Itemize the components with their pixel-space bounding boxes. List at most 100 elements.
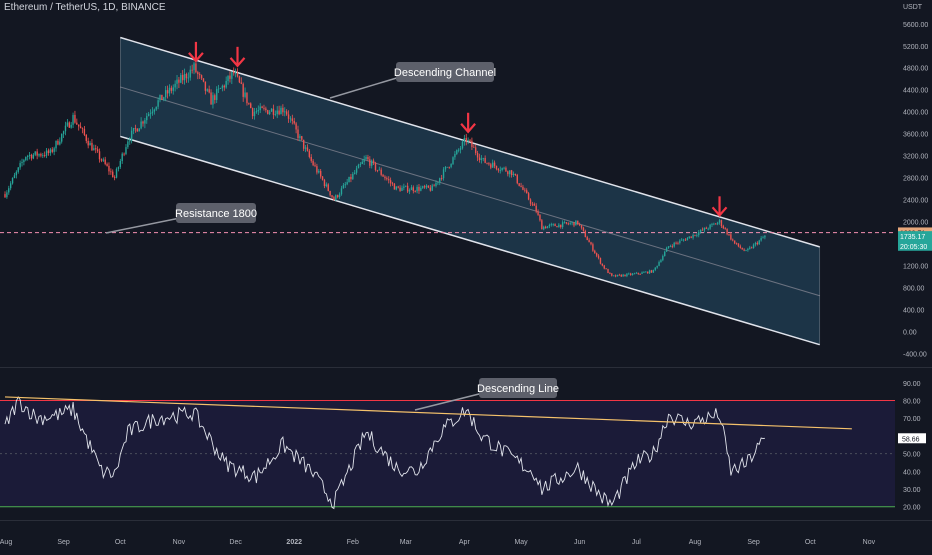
candle-body (289, 118, 292, 120)
candle-body (403, 186, 405, 188)
candle-body (17, 167, 19, 172)
candle-body (446, 166, 449, 168)
price-tick-label: 5200.00 (903, 44, 928, 51)
candle-body (743, 249, 745, 251)
candle-body (669, 246, 672, 247)
candle-body (603, 265, 605, 269)
candle-body (463, 137, 466, 142)
candle-body (665, 248, 668, 252)
candle-body (146, 116, 148, 121)
candle-body (382, 174, 384, 177)
candle-body (556, 226, 558, 228)
candle-body (713, 223, 715, 225)
candle-body (667, 246, 670, 249)
candle-body (176, 79, 178, 84)
candle-body (104, 159, 106, 165)
candle-body (739, 246, 742, 248)
candle-body (749, 247, 751, 249)
candle-body (183, 73, 186, 81)
price-badge (898, 240, 932, 251)
candle-body (200, 75, 203, 79)
candle-body (662, 256, 664, 261)
candle-body (733, 240, 736, 244)
candle-body (505, 167, 507, 172)
candle-body (599, 257, 602, 264)
candle-body (325, 184, 328, 187)
candle-body (301, 136, 303, 140)
candle-body (762, 237, 764, 239)
candle-body (639, 273, 641, 275)
time-tick-label: Oct (115, 539, 126, 546)
candle-body (335, 195, 337, 201)
candle-body (512, 173, 515, 176)
candle-body (401, 187, 403, 191)
candle-body (327, 184, 329, 191)
candle-body (310, 156, 312, 161)
candle-body (359, 163, 362, 165)
candle-body (601, 263, 604, 266)
candle-body (624, 274, 626, 277)
candle-body (253, 111, 256, 117)
chart-header: Ethereum / TetherUS, 1D, BINANCE (4, 2, 166, 13)
candle-body (724, 228, 726, 230)
candle-body (641, 272, 643, 274)
candle-body (488, 163, 490, 165)
candle-body (142, 121, 144, 124)
candle-body (297, 129, 299, 138)
candle-body (611, 273, 613, 276)
rsi-tick-label: 70.00 (903, 416, 921, 423)
candle-body (110, 171, 112, 173)
candle-body (607, 269, 609, 274)
candle-body (157, 100, 159, 107)
candle-body (412, 187, 415, 192)
candle-body (47, 150, 50, 153)
candle-body (293, 120, 295, 124)
price-badge (898, 231, 932, 242)
candle-body (482, 158, 484, 159)
candle-body (164, 90, 167, 98)
candle-body (715, 223, 717, 225)
candle-body (28, 154, 31, 157)
candle-body (595, 253, 598, 256)
arrow-head (711, 206, 728, 217)
candle-body (8, 188, 10, 193)
candle-body (369, 159, 371, 166)
time-tick-label: Aug (0, 539, 12, 546)
candle-body (216, 89, 218, 100)
candle-body (679, 240, 681, 243)
candle-body (580, 225, 583, 228)
candle-body (170, 87, 173, 91)
candle-body (474, 147, 477, 153)
candle-body (711, 224, 713, 225)
candle-body (43, 155, 46, 156)
candle-body (15, 171, 18, 176)
candle-body (484, 158, 486, 163)
candle-body (72, 114, 74, 125)
candle-body (221, 85, 224, 89)
candle-body (4, 194, 6, 198)
channel-midline (120, 86, 820, 297)
candle-body (703, 227, 706, 231)
candle-body (658, 262, 660, 266)
candle-body (178, 79, 180, 83)
resistance-callout-pointer (105, 217, 181, 234)
candle-body (480, 158, 483, 161)
candle-body (76, 122, 78, 125)
candle-body (9, 183, 12, 189)
candle-body (612, 275, 615, 277)
candle-body (197, 72, 199, 75)
candle-body (535, 205, 537, 212)
candle-body (38, 154, 40, 156)
candle-body (533, 203, 535, 206)
candle-body (6, 192, 8, 198)
candle-body (650, 270, 653, 273)
candle-body (543, 226, 545, 230)
candle-body (166, 90, 169, 94)
candle-body (308, 150, 311, 157)
candle-body (573, 222, 575, 226)
candle-body (83, 128, 86, 135)
candle-body (561, 222, 564, 228)
candle-body (567, 223, 570, 225)
